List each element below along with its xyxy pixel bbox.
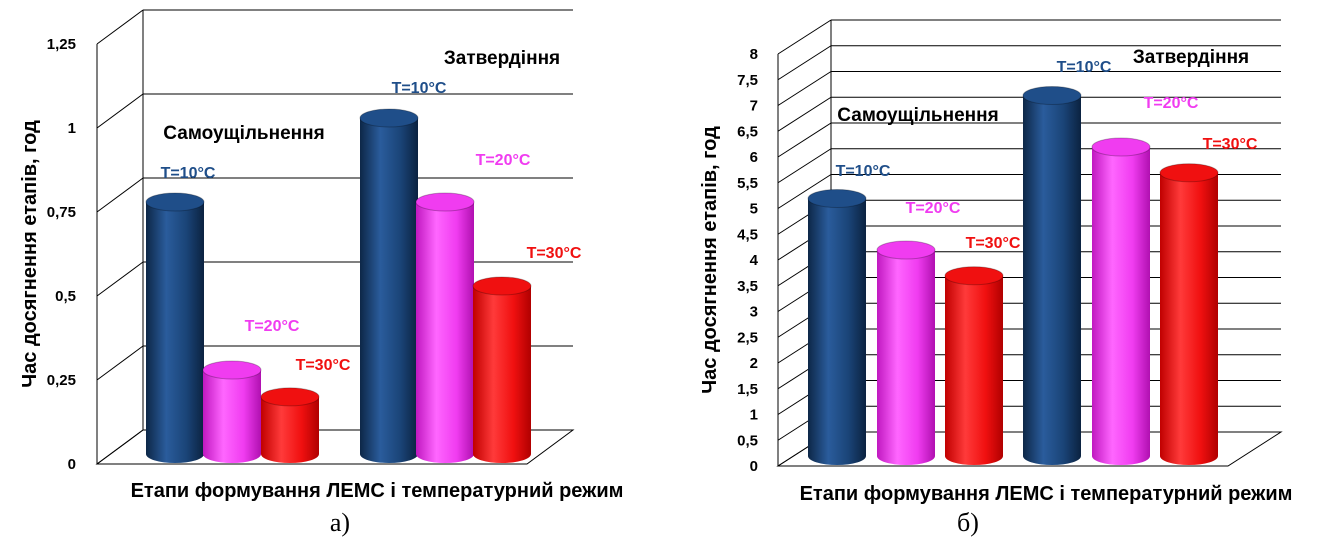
category-label: Самоущільнення xyxy=(837,105,998,126)
y-tick-label: 0 xyxy=(68,456,76,473)
y-tick-label: 4,5 xyxy=(737,226,758,243)
bar-body xyxy=(1023,95,1081,465)
x-axis-title: Етапи формування ЛЕМС і температурний ре… xyxy=(800,483,1293,505)
bar-Затвердіння-T=20°C xyxy=(1091,137,1151,465)
panel-label: а) xyxy=(330,508,350,537)
y-axis-title: Час досягнення етапів, год xyxy=(699,126,721,394)
gridline-side xyxy=(777,96,832,132)
gridline-side xyxy=(777,19,832,55)
chart-panel-b: 0 0,5 1 1,5 2 2,5 3 3,5 4 4,5 5 5,5 6 6,5 7 7,5 8 T=10°C T… xyxy=(699,19,1293,537)
y-tick-label: 6,5 xyxy=(737,123,758,140)
bar-top xyxy=(944,266,1004,286)
data-label: T=10°C xyxy=(1057,59,1112,76)
bar-Затвердіння-T=10°C xyxy=(359,108,419,463)
bar-body xyxy=(473,286,531,463)
y-tick-label: 0 xyxy=(750,458,758,475)
gridline-side xyxy=(96,345,144,381)
bar-top xyxy=(1022,86,1082,105)
y-tick-label: 5 xyxy=(750,201,758,218)
y-tick-label: 4 xyxy=(750,252,759,269)
y-tick-label: 5,5 xyxy=(737,175,758,192)
y-tick-label: 7 xyxy=(750,98,758,115)
bar-top xyxy=(260,387,320,407)
y-tick-label: 0,25 xyxy=(47,372,76,389)
gridline-side xyxy=(96,93,144,129)
bar-Самоущільнення-T=30°C xyxy=(260,387,320,463)
category-label: Затвердіння xyxy=(1133,47,1249,68)
y-tick-label: 1,5 xyxy=(737,381,758,398)
bar-body xyxy=(203,370,261,463)
bar-body xyxy=(261,396,319,463)
category-label: Затвердіння xyxy=(444,48,560,69)
bar-top xyxy=(1159,163,1219,183)
bar-body xyxy=(360,118,418,463)
bar-top xyxy=(145,192,205,212)
data-label: T=10°C xyxy=(392,80,447,97)
data-label: T=30°C xyxy=(527,245,582,262)
bar-body xyxy=(945,275,1003,465)
bar-Затвердіння-T=10°C xyxy=(1022,86,1082,465)
gridline-side xyxy=(777,122,832,158)
bar-body xyxy=(416,202,474,463)
x-axis-title: Етапи формування ЛЕМС і температурний ре… xyxy=(131,480,624,502)
data-label: T=20°C xyxy=(1144,95,1199,112)
bar-top xyxy=(1091,137,1151,157)
gridline-side xyxy=(777,45,832,81)
data-label: T=30°C xyxy=(966,235,1021,252)
bar-top xyxy=(807,189,867,208)
bar-top xyxy=(359,108,419,128)
bar-body xyxy=(146,202,204,463)
y-tick-label: 6 xyxy=(750,149,758,166)
y-tick-label: 2,5 xyxy=(737,329,758,346)
gridline-side xyxy=(96,429,144,465)
bar-top xyxy=(415,192,475,212)
data-label: T=20°C xyxy=(245,318,300,335)
category-label: Самоущільнення xyxy=(163,123,324,144)
gridline-side xyxy=(96,177,144,213)
bar-Затвердіння-T=20°C xyxy=(415,192,475,463)
bar-top xyxy=(472,276,532,296)
gridline-side xyxy=(96,261,144,297)
data-label: T=20°C xyxy=(906,200,961,217)
gridline-side xyxy=(777,174,832,209)
y-tick-label: 3 xyxy=(750,304,758,321)
gridline-side xyxy=(777,148,832,184)
bar-Самоущільнення-T=30°C xyxy=(944,266,1004,465)
y-tick-label: 0,5 xyxy=(55,288,76,305)
chart-panel-a: 0 0,25 0,5 0,75 1 1,25 T=10°C T=20°C T=30°C Самоу… xyxy=(19,9,624,537)
bar-body xyxy=(808,198,866,465)
y-tick-label: 7,5 xyxy=(737,72,758,89)
y-tick-label: 3,5 xyxy=(737,278,758,295)
data-label: T=30°C xyxy=(1203,136,1258,153)
data-label: T=10°C xyxy=(161,165,216,182)
bar-top xyxy=(202,360,262,380)
y-tick-label: 2 xyxy=(750,355,758,372)
bar-Самоущільнення-T=20°C xyxy=(876,240,936,465)
y-tick-label: 8 xyxy=(750,46,758,63)
y-axis-title: Час досягнення етапів, год xyxy=(19,120,41,388)
bar-Самоущільнення-T=20°C xyxy=(202,360,262,463)
bar-top xyxy=(876,240,936,260)
gridline-side xyxy=(777,71,832,106)
bar-body xyxy=(1160,172,1218,465)
data-label: T=10°C xyxy=(836,163,891,180)
bar-Самоущільнення-T=10°C xyxy=(807,189,867,465)
panel-label: б) xyxy=(957,508,979,537)
y-tick-label: 1 xyxy=(750,407,758,424)
data-label: T=30°C xyxy=(296,357,351,374)
bar-body xyxy=(877,250,935,465)
y-tick-label: 1 xyxy=(68,120,76,137)
y-tick-label: 0,5 xyxy=(737,432,758,449)
bar-body xyxy=(1092,147,1150,465)
y-tick-label: 0,75 xyxy=(47,204,76,221)
bar-Самоущільнення-T=10°C xyxy=(145,192,205,463)
gridline-side xyxy=(96,9,144,45)
y-tick-label: 1,25 xyxy=(47,36,76,53)
data-label: T=20°C xyxy=(476,152,531,169)
bar-Затвердіння-T=30°C xyxy=(1159,163,1219,465)
bar-Затвердіння-T=30°C xyxy=(472,276,532,463)
